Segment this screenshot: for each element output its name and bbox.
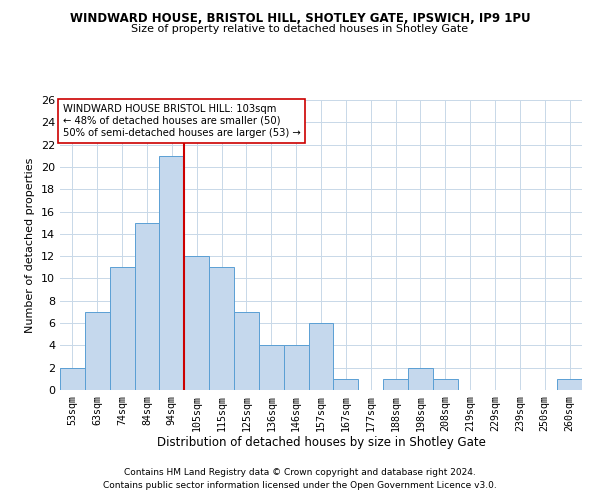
Bar	[334, 379, 358, 390]
Bar	[383, 379, 408, 390]
Bar	[308, 323, 334, 390]
Bar	[85, 312, 110, 390]
Bar	[259, 346, 284, 390]
Text: WINDWARD HOUSE BRISTOL HILL: 103sqm
← 48% of detached houses are smaller (50)
50: WINDWARD HOUSE BRISTOL HILL: 103sqm ← 48…	[62, 104, 301, 138]
Text: Contains HM Land Registry data © Crown copyright and database right 2024.: Contains HM Land Registry data © Crown c…	[124, 468, 476, 477]
Bar	[234, 312, 259, 390]
Bar	[134, 222, 160, 390]
Bar	[408, 368, 433, 390]
Bar	[209, 268, 234, 390]
Bar	[433, 379, 458, 390]
Bar	[160, 156, 184, 390]
Text: Contains public sector information licensed under the Open Government Licence v3: Contains public sector information licen…	[103, 480, 497, 490]
Bar	[184, 256, 209, 390]
Bar	[60, 368, 85, 390]
Bar	[110, 268, 134, 390]
Text: WINDWARD HOUSE, BRISTOL HILL, SHOTLEY GATE, IPSWICH, IP9 1PU: WINDWARD HOUSE, BRISTOL HILL, SHOTLEY GA…	[70, 12, 530, 26]
Text: Distribution of detached houses by size in Shotley Gate: Distribution of detached houses by size …	[157, 436, 485, 449]
Text: Size of property relative to detached houses in Shotley Gate: Size of property relative to detached ho…	[131, 24, 469, 34]
Bar	[284, 346, 308, 390]
Y-axis label: Number of detached properties: Number of detached properties	[25, 158, 35, 332]
Bar	[557, 379, 582, 390]
